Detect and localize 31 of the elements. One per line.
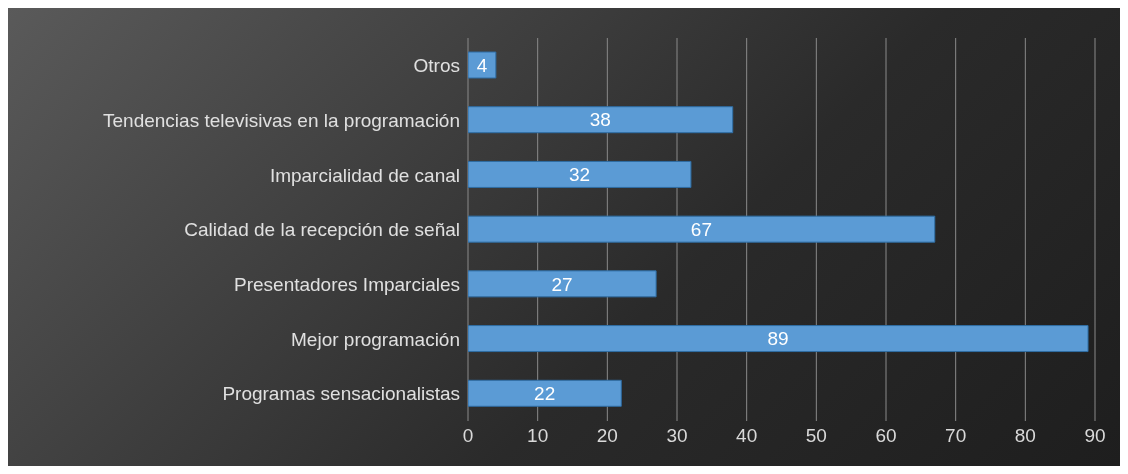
data-label: 89 <box>767 328 789 350</box>
y-tick-label: Otros <box>413 55 460 77</box>
bar <box>468 106 734 134</box>
x-tick-label: 0 <box>462 425 474 447</box>
data-label: 27 <box>551 273 573 295</box>
data-label: 67 <box>690 218 712 240</box>
x-tick-label: 20 <box>596 425 618 447</box>
data-label: 32 <box>568 164 591 186</box>
y-tick-label: Presentadores Imparciales <box>234 273 460 295</box>
y-tick-label: Mejor programación <box>291 328 460 350</box>
x-tick-label: 40 <box>736 425 758 447</box>
x-tick-label: 90 <box>1084 425 1106 447</box>
y-tick-label: Calidad de la recepción de señal <box>184 219 460 241</box>
x-tick-label: 30 <box>666 425 688 447</box>
bar <box>468 160 692 188</box>
data-label: 4 <box>476 54 488 76</box>
y-tick-label: Imparcialidad de canal <box>269 164 460 186</box>
x-tick-label: 60 <box>875 425 897 447</box>
bar <box>468 270 657 298</box>
y-tick-label: Programas sensacionalistas <box>222 383 460 405</box>
x-tick-label: 10 <box>527 425 549 447</box>
bar <box>468 215 936 243</box>
data-label: 38 <box>589 109 611 131</box>
bar <box>468 51 497 79</box>
x-tick-label: 50 <box>805 425 827 447</box>
x-tick-label: 70 <box>945 425 967 447</box>
bar <box>468 325 1089 353</box>
y-tick-label: Tendencias televisivas en la programación <box>103 109 460 131</box>
x-tick-label: 80 <box>1014 425 1036 447</box>
data-label: 22 <box>534 383 556 405</box>
bar <box>468 379 622 407</box>
